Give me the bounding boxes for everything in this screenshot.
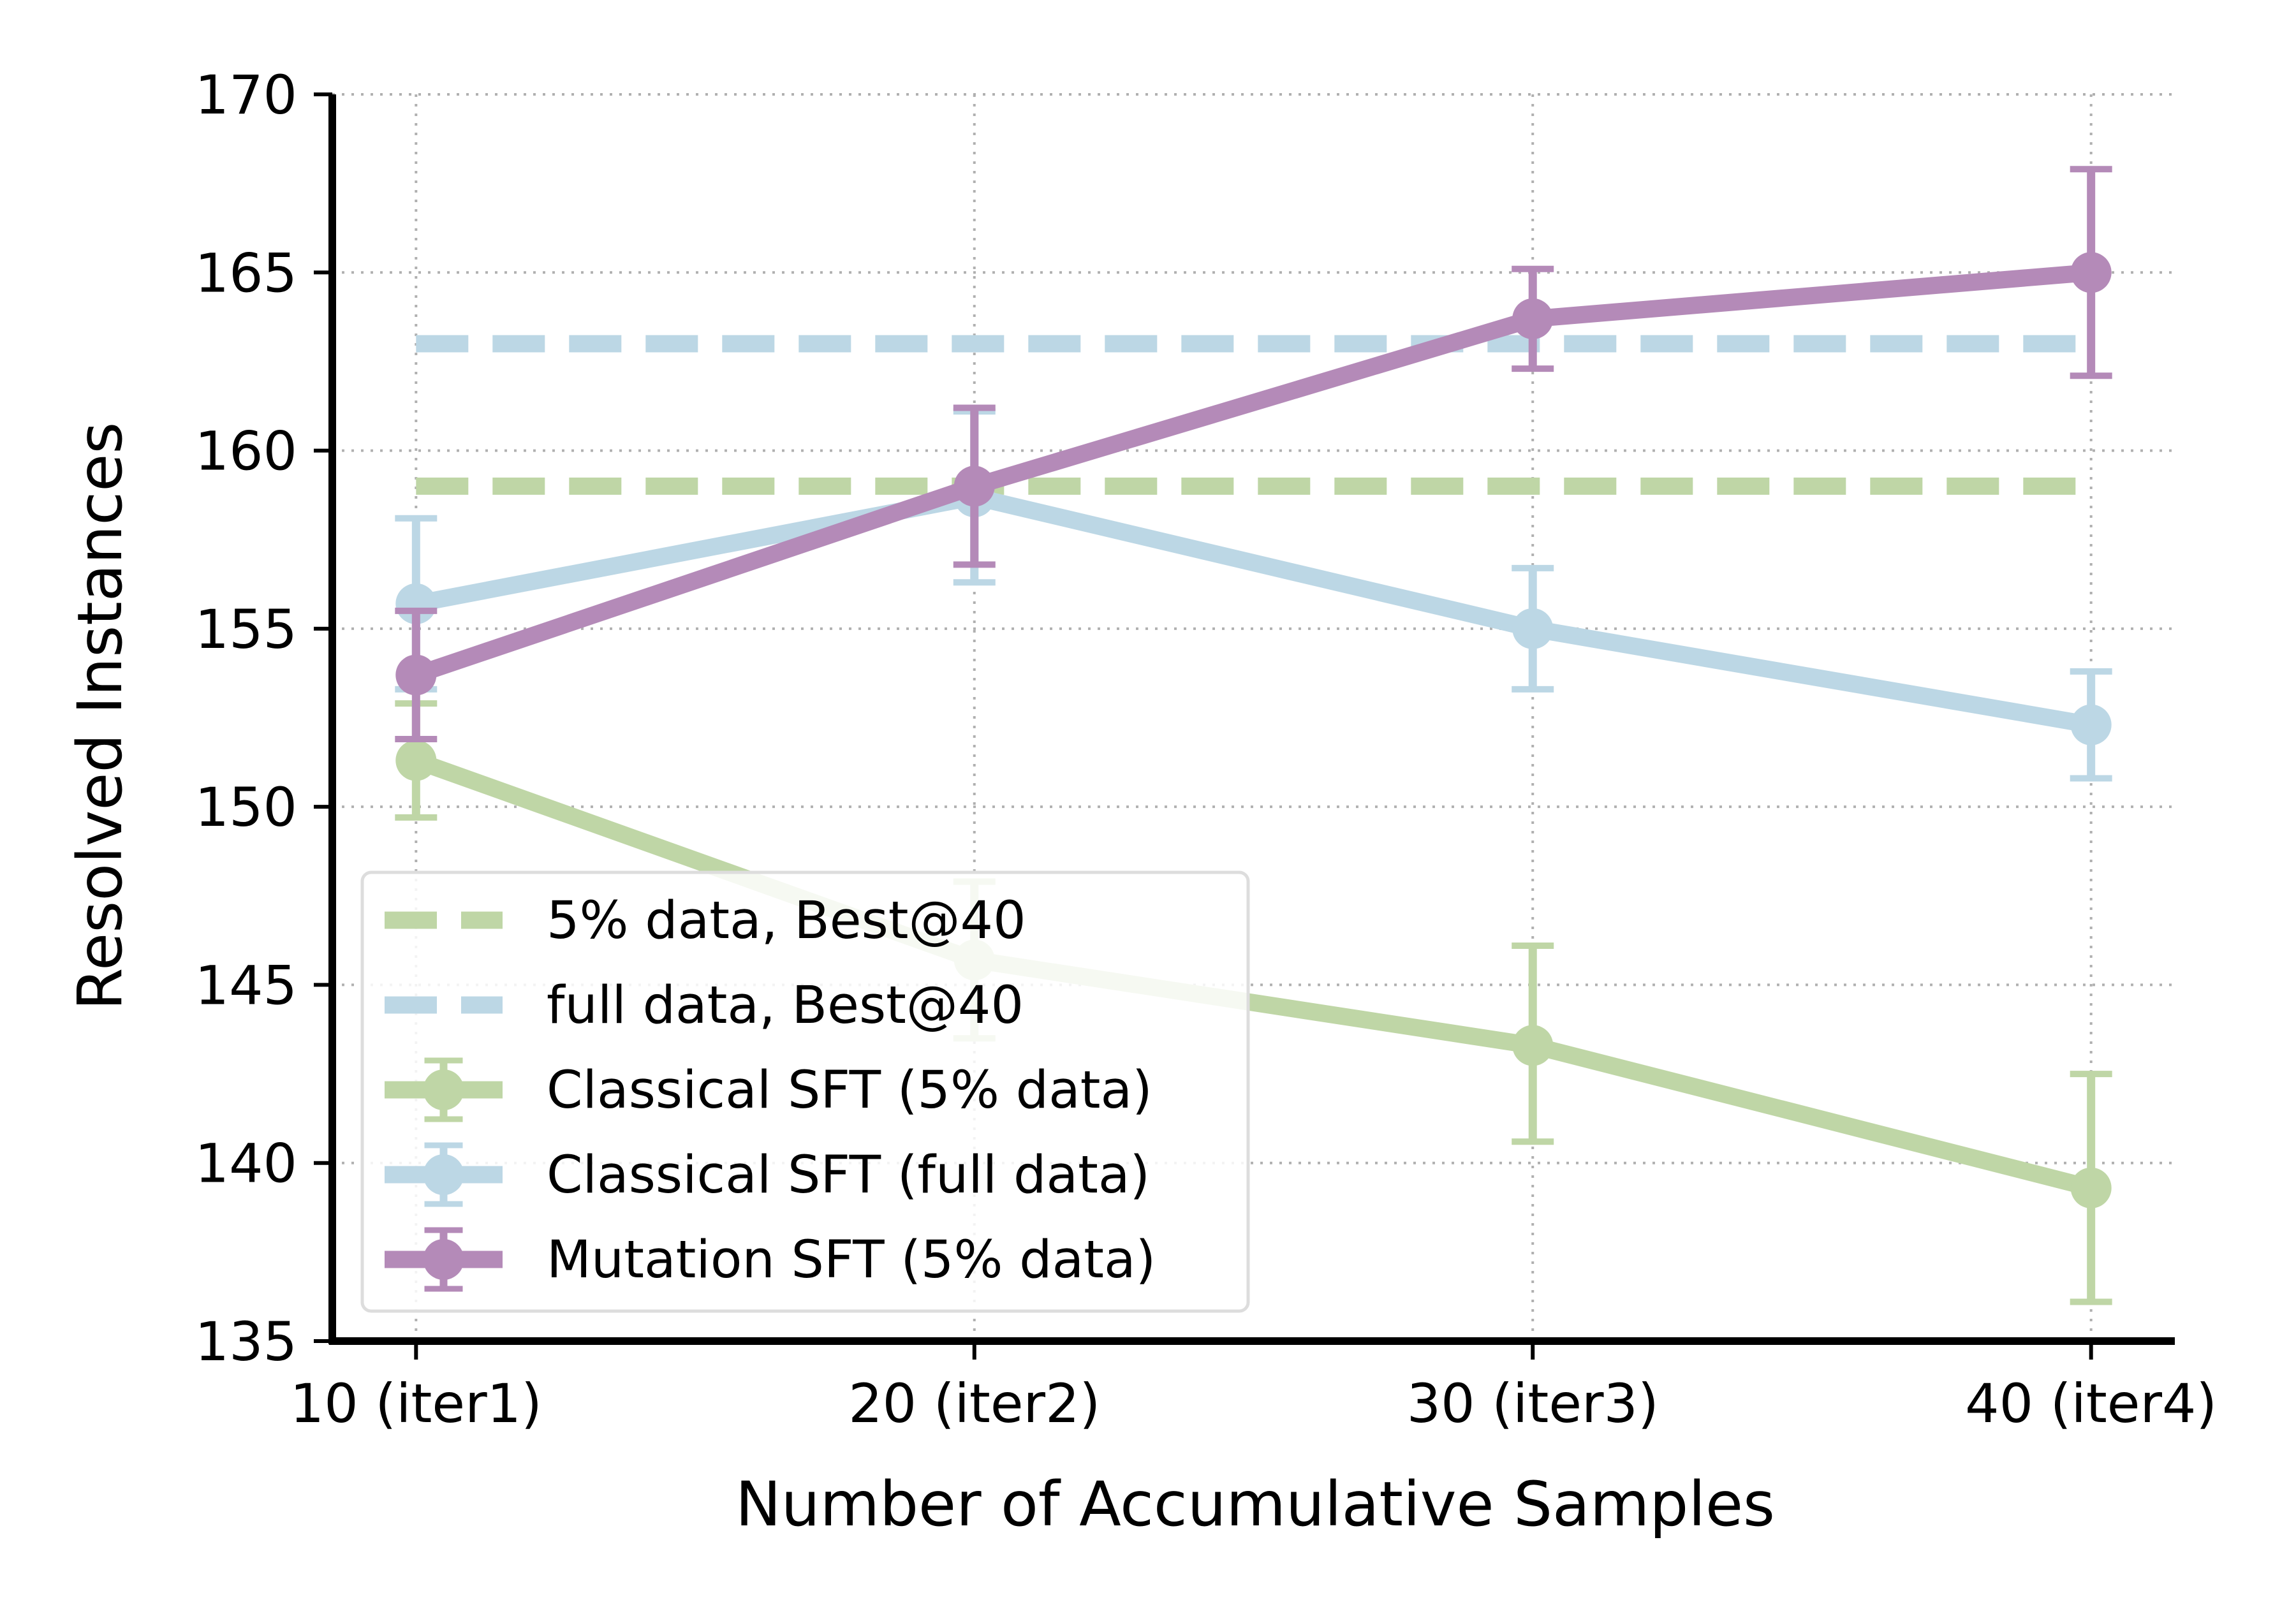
data-point <box>2070 252 2112 293</box>
legend-label: Mutation SFT (5% data) <box>547 1230 1156 1290</box>
data-point <box>395 654 437 696</box>
legend-swatch-marker <box>423 1154 464 1195</box>
y-tick-label: 170 <box>195 64 297 126</box>
data-point <box>1512 298 1554 339</box>
y-tick-label: 150 <box>195 776 297 839</box>
legend-label: full data, Best@40 <box>547 976 1024 1036</box>
legend-label: Classical SFT (full data) <box>547 1145 1150 1205</box>
legend-label: Classical SFT (5% data) <box>547 1060 1152 1120</box>
x-tick-label: 10 (iter1) <box>290 1372 542 1435</box>
y-axis-title: Resolved Instances <box>64 422 136 1011</box>
axes: 135 140 145 150 155 160 165 170 10 (iter1) 20 (it… <box>195 64 2218 1435</box>
series-line-3 <box>413 263 2092 684</box>
legend-swatch-marker <box>423 1239 464 1280</box>
x-tick-label: 20 (iter2) <box>848 1372 1100 1435</box>
y-tick-label: 145 <box>195 954 297 1016</box>
y-tick-label: 135 <box>195 1310 297 1373</box>
y-tick-label: 140 <box>195 1133 297 1195</box>
x-tick-label: 40 (iter4) <box>1965 1372 2217 1435</box>
data-point <box>395 740 437 781</box>
reference-lines <box>416 335 2091 495</box>
data-point <box>1512 608 1554 649</box>
series-line-2 <box>414 488 2093 733</box>
legend-swatch-marker <box>423 1069 464 1110</box>
legend-label: 5% data, Best@40 <box>547 891 1026 951</box>
data-point <box>953 466 995 507</box>
y-tick-label: 155 <box>195 598 297 661</box>
data-point <box>2070 704 2112 745</box>
data-point <box>2070 1167 2112 1208</box>
data-point <box>1512 1025 1554 1066</box>
y-tick-label: 165 <box>195 242 297 304</box>
x-axis-title: Number of Accumulative Samples <box>735 1469 1775 1540</box>
x-tick-label: 30 (iter3) <box>1407 1372 1659 1435</box>
series-line-1 <box>413 752 2094 1196</box>
legend-box <box>360 870 1250 1313</box>
legend: 5% data, Best@40 full data, Best@40 Classi… <box>360 870 1250 1313</box>
y-tick-label: 160 <box>195 420 297 483</box>
